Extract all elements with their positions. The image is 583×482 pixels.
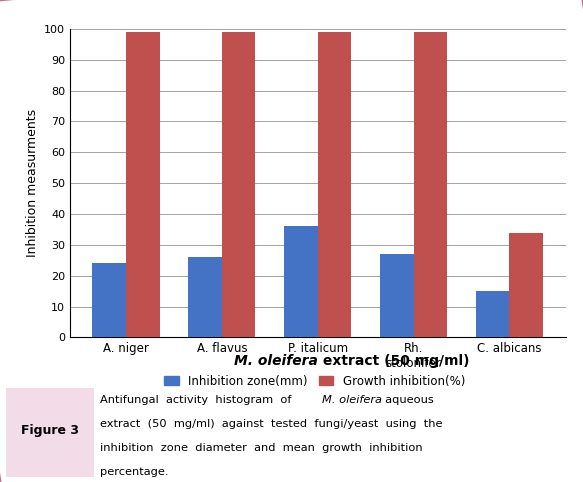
Text: Figure 3: Figure 3 (21, 424, 79, 437)
Text: percentage.: percentage. (100, 468, 168, 477)
Text: Antifungal  activity  histogram  of: Antifungal activity histogram of (100, 395, 295, 405)
Text: M. oleifera: M. oleifera (322, 395, 382, 405)
Text: M. oleifera: M. oleifera (234, 354, 318, 368)
Y-axis label: Inhibition measurments: Inhibition measurments (26, 109, 38, 257)
Bar (126, 32, 160, 337)
Bar (188, 257, 222, 337)
Text: extract  (50  mg/ml)  against  tested  fungi/yeast  using  the: extract (50 mg/ml) against tested fungi/… (100, 419, 442, 429)
Bar (510, 232, 543, 337)
Bar (222, 32, 255, 337)
Bar (476, 291, 510, 337)
Bar (318, 32, 352, 337)
Bar (93, 263, 126, 337)
Text: inhibition  zone  diameter  and  mean  growth  inhibition: inhibition zone diameter and mean growth… (100, 443, 423, 453)
Bar (413, 32, 447, 337)
Text: extract (50 mg/ml): extract (50 mg/ml) (318, 354, 469, 368)
Bar (284, 227, 318, 337)
Legend: Inhibition zone(mm), Growth inhibition(%): Inhibition zone(mm), Growth inhibition(%… (160, 370, 470, 392)
FancyBboxPatch shape (6, 388, 94, 477)
Text: aqueous: aqueous (378, 395, 434, 405)
Bar (380, 254, 413, 337)
